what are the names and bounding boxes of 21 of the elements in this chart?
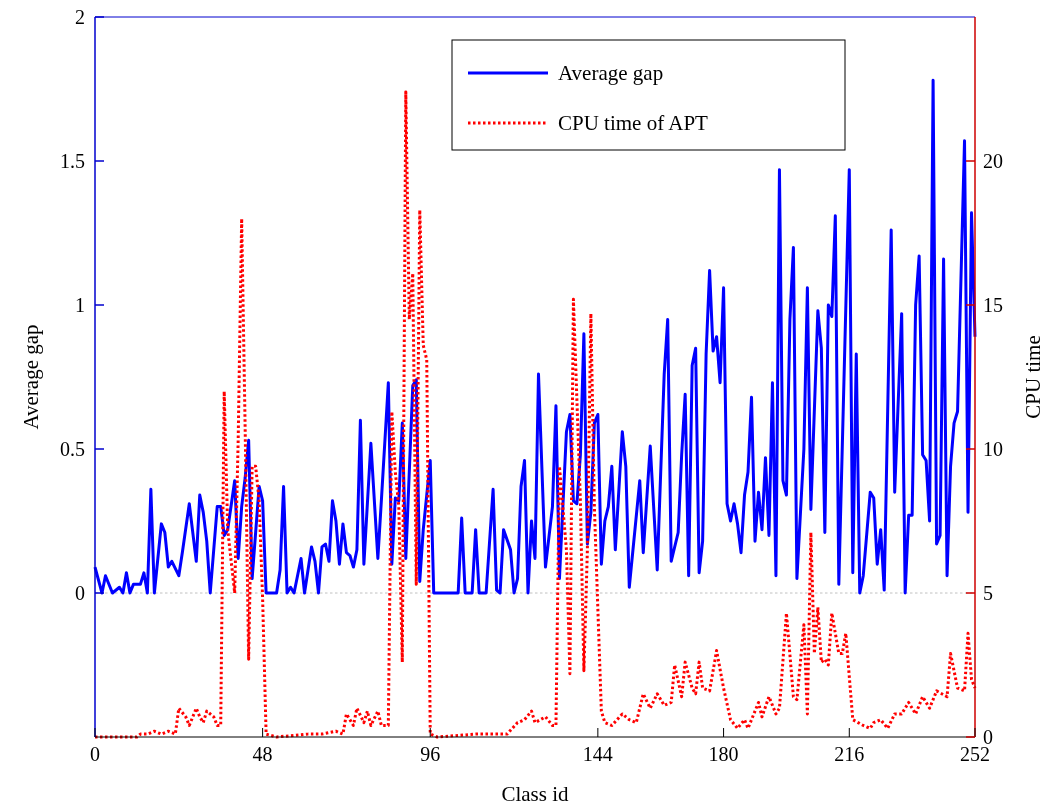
y2-tick-label: 15 xyxy=(983,294,1003,316)
y-tick-label: 2 xyxy=(75,6,85,28)
y2-tick-label: 20 xyxy=(983,150,1003,172)
x-tick-label: 48 xyxy=(252,743,273,765)
x-tick-label: 180 xyxy=(708,743,739,765)
x-tick-label: 144 xyxy=(582,743,613,765)
x-axis-title: Class id xyxy=(501,782,570,806)
line-series xyxy=(93,90,977,739)
y2-tick-label: 5 xyxy=(983,582,993,604)
y2-axis-title: CPU time xyxy=(1021,335,1044,419)
y-tick-label: 1 xyxy=(75,294,85,316)
x-tick-label: 96 xyxy=(420,743,441,765)
y-tick-label: 0 xyxy=(75,582,85,604)
legend-label: CPU time of APT xyxy=(558,111,709,135)
y-tick-label: 1.5 xyxy=(60,150,85,172)
legend-label: Average gap xyxy=(558,61,664,85)
x-tick-label: 216 xyxy=(834,743,865,765)
y2-tick-label: 10 xyxy=(983,438,1003,460)
y-tick-label: 0.5 xyxy=(60,438,85,460)
x-tick-label: 0 xyxy=(90,743,100,765)
y-axis-title: Average gap xyxy=(19,324,43,430)
